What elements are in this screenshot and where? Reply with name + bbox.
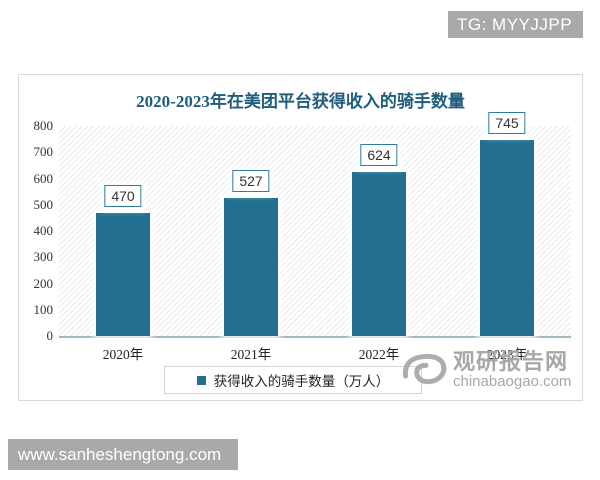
y-axis-tick-label: 200 <box>33 275 54 291</box>
y-axis-tick-label: 800 <box>33 118 54 133</box>
bar-value-label: 527 <box>232 169 270 192</box>
plot-area: 0 100 200 300 400 500 600 700 800 470 2020年 527 2021… <box>34 112 571 362</box>
tg-badge: TG: MYYJJPP <box>448 11 583 38</box>
y-axis-tick-label: 300 <box>33 249 54 265</box>
legend-label: 获得收入的骑手数量（万人） <box>213 374 390 389</box>
chart-card: 2020-2023年在美团平台获得收入的骑手数量 0 100 200 300 400 50… <box>18 74 583 401</box>
y-axis-tick-label: 500 <box>33 196 54 212</box>
bar-2023年 <box>480 140 534 336</box>
x-axis-label: 2021年 <box>230 347 272 362</box>
y-axis-tick-label: 0 <box>46 328 54 343</box>
legend-swatch-icon <box>196 375 206 385</box>
y-axis-tick-label: 700 <box>33 144 54 160</box>
x-axis-label: 2020年 <box>102 347 144 362</box>
chart-title: 2020-2023年在美团平台获得收入的骑手数量 <box>136 92 465 111</box>
y-axis-tick-label: 400 <box>33 223 54 238</box>
bar-value-label: 745 <box>488 112 526 135</box>
legend: 获得收入的骑手数量（万人） <box>164 366 422 394</box>
bar-2020年 <box>96 212 150 336</box>
y-axis-tick-label: 100 <box>33 301 54 317</box>
x-axis-label: 2023年 <box>486 347 528 362</box>
y-axis-tick-label: 600 <box>33 170 54 186</box>
bar-value-label: 470 <box>104 184 142 207</box>
bar-value-label: 624 <box>360 144 398 167</box>
x-axis-label: 2022年 <box>358 347 400 362</box>
bar-2022年 <box>352 172 406 336</box>
bar-2021年 <box>224 197 278 336</box>
site-url-badge: www.sanheshengtong.com <box>8 439 238 470</box>
